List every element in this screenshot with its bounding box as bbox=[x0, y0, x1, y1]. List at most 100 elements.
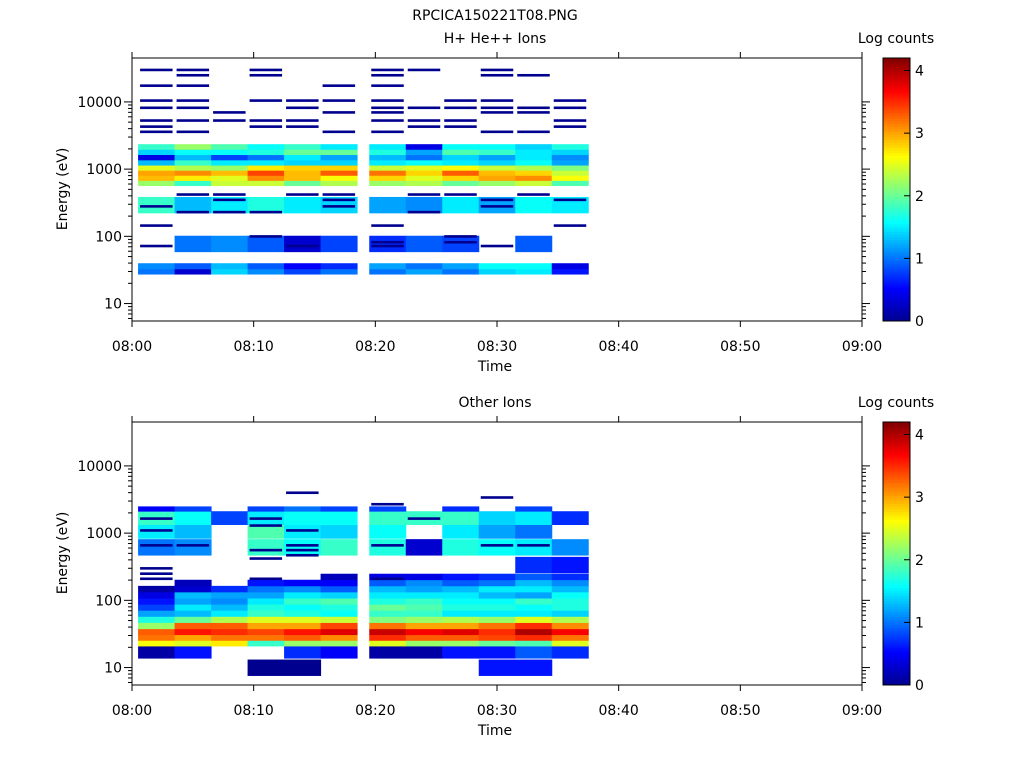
count-line bbox=[480, 244, 514, 248]
heatmap-cell bbox=[174, 539, 212, 556]
colorbar-segment bbox=[883, 94, 910, 98]
heatmap-cell bbox=[320, 539, 358, 556]
heatmap-cell bbox=[284, 506, 322, 512]
heatmap-cell bbox=[211, 591, 249, 599]
heatmap-cell bbox=[515, 263, 553, 270]
x-tick-label: 08:00 bbox=[112, 703, 152, 719]
heatmap-cell bbox=[174, 154, 212, 161]
heatmap-cell bbox=[211, 180, 249, 187]
colorbar-segment bbox=[883, 556, 910, 560]
count-line bbox=[371, 544, 404, 547]
heatmap-cell bbox=[138, 154, 176, 161]
heatmap-cell bbox=[247, 659, 285, 676]
heatmap-cell bbox=[515, 604, 553, 611]
heatmap-cell bbox=[138, 628, 176, 636]
heatmap-cell bbox=[138, 170, 176, 176]
count-line bbox=[371, 240, 404, 244]
heatmap-cell bbox=[405, 616, 443, 623]
colorbar-segment bbox=[883, 653, 910, 657]
heatmap-cell bbox=[247, 539, 285, 556]
heatmap-cell bbox=[320, 263, 358, 270]
heatmap-cell bbox=[478, 646, 516, 659]
colorbar-segment bbox=[883, 608, 910, 612]
count-line bbox=[517, 111, 550, 114]
colorbar-segment bbox=[883, 234, 910, 238]
count-line bbox=[480, 130, 514, 134]
colorbar-frame bbox=[882, 421, 911, 686]
count-line bbox=[517, 544, 550, 547]
heatmap-cell bbox=[211, 616, 249, 623]
count-line bbox=[322, 99, 356, 102]
y-tick-label: 1000 bbox=[86, 162, 122, 178]
panel-other-ions: Other Ions Log counts Time Energy (eV) 0… bbox=[55, 395, 934, 739]
heatmap-cell bbox=[247, 149, 285, 156]
heatmap-cell bbox=[247, 263, 285, 270]
heatmap-cell bbox=[478, 640, 516, 647]
colorbar-segment bbox=[883, 532, 910, 536]
heatmap-cell bbox=[551, 573, 589, 581]
count-line bbox=[249, 99, 283, 102]
heatmap-cell bbox=[442, 196, 480, 214]
count-line bbox=[517, 130, 550, 134]
count-line bbox=[176, 119, 210, 122]
colorbar-segment bbox=[883, 71, 910, 75]
count-line bbox=[249, 557, 283, 560]
count-line bbox=[286, 119, 319, 122]
colorbar-segment bbox=[883, 437, 910, 441]
count-line bbox=[140, 244, 173, 248]
count-line bbox=[286, 529, 319, 532]
heatmap-cell bbox=[320, 154, 358, 161]
colorbar: 0 1 2 3 4 bbox=[882, 57, 924, 330]
count-line bbox=[176, 106, 210, 110]
count-line bbox=[249, 73, 283, 77]
heatmap-cell bbox=[369, 640, 407, 647]
heatmap-cell bbox=[405, 235, 443, 253]
heatmap-cell bbox=[369, 573, 407, 581]
count-line bbox=[140, 572, 173, 575]
heatmap-cell bbox=[515, 659, 553, 676]
count-line bbox=[444, 240, 477, 244]
heatmap-cell bbox=[405, 646, 443, 659]
heatmap-cell bbox=[369, 268, 407, 275]
colorbar-segment bbox=[883, 86, 910, 91]
heatmap-cell bbox=[515, 154, 553, 161]
heatmap-cell bbox=[284, 604, 322, 611]
count-line bbox=[249, 125, 283, 128]
x-tick-label: 08:40 bbox=[598, 339, 638, 355]
colorbar-segment bbox=[883, 176, 910, 180]
count-line bbox=[176, 73, 210, 77]
heatmap-cell bbox=[284, 634, 322, 641]
heatmap-cell bbox=[551, 175, 589, 181]
heatmap-cell bbox=[320, 175, 358, 181]
heatmap-cell bbox=[442, 175, 480, 181]
colorbar-segment bbox=[883, 60, 910, 64]
colorbar-segment bbox=[883, 487, 910, 491]
colorbar-segment bbox=[883, 113, 910, 117]
count-line bbox=[140, 125, 173, 128]
colorbar-segment bbox=[883, 453, 910, 457]
colorbar-segment bbox=[883, 577, 910, 581]
panel-h-he-ions: H+ He++ Ions Log counts Time Energy (eV)… bbox=[55, 31, 934, 375]
heatmap-cell bbox=[284, 154, 322, 161]
heatmap-cell bbox=[174, 616, 212, 623]
colorbar-tick-label: 4 bbox=[915, 428, 924, 444]
colorbar-tick-label: 4 bbox=[915, 64, 924, 80]
colorbar-segment bbox=[883, 318, 910, 322]
colorbar-segment bbox=[883, 485, 910, 489]
heatmap-cell bbox=[320, 616, 358, 623]
colorbar-tick-label: 1 bbox=[915, 615, 924, 631]
heatmap-cell bbox=[442, 640, 480, 647]
heatmap-cell bbox=[369, 144, 407, 150]
heatmap-cell bbox=[551, 622, 589, 630]
heatmap-cell bbox=[442, 180, 480, 187]
colorbar-segment bbox=[883, 136, 910, 141]
colorbar-segment bbox=[883, 81, 910, 85]
count-line bbox=[517, 73, 550, 77]
colorbar-segment bbox=[883, 302, 910, 306]
heatmap-cell bbox=[551, 180, 589, 187]
heatmap-cell bbox=[515, 634, 553, 641]
heatmap-cell bbox=[478, 628, 516, 636]
heatmap-cell bbox=[405, 610, 443, 617]
colorbar-segment bbox=[883, 511, 910, 515]
colorbar-segment bbox=[883, 650, 910, 654]
